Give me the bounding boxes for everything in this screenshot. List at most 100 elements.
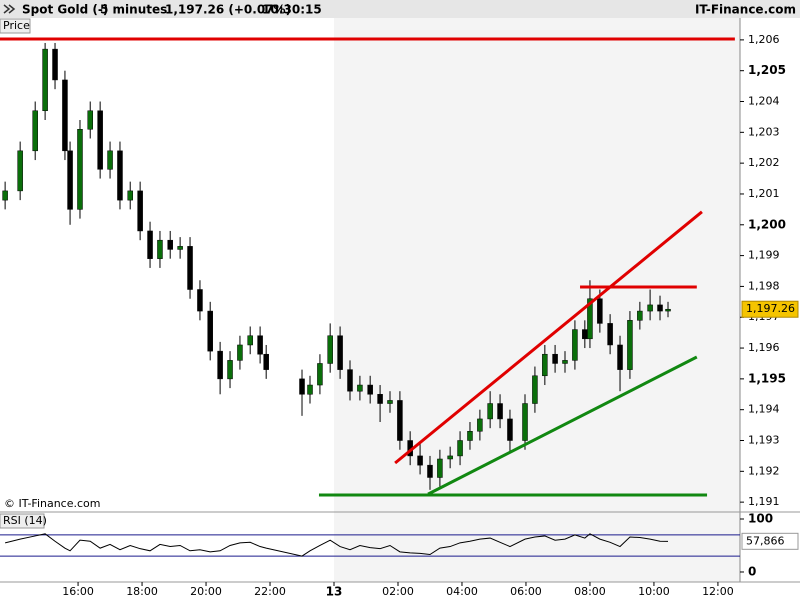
- candle-body: [397, 400, 403, 441]
- candle-body: [2, 190, 8, 201]
- candle-body: [542, 353, 548, 377]
- candle-body: [87, 110, 93, 130]
- time: 10:30:15: [262, 3, 322, 17]
- candle-body: [427, 464, 433, 478]
- candle-body: [467, 431, 473, 441]
- candle-body: [657, 304, 663, 312]
- last-price-label: 1,197.26: [746, 302, 795, 315]
- candle-body: [157, 239, 163, 259]
- candle-body: [42, 48, 48, 112]
- y-tick-label: 1,203: [748, 125, 780, 138]
- candle-body: [32, 110, 38, 152]
- candle-body: [67, 150, 73, 210]
- x-tick-label: 20:00: [190, 585, 222, 598]
- candle-body: [299, 378, 305, 395]
- candle-body: [582, 329, 588, 340]
- candle-body: [257, 335, 263, 355]
- candle-body: [127, 190, 133, 201]
- candle-body: [337, 335, 343, 370]
- x-tick-label: 13: [326, 585, 343, 599]
- candle-body: [597, 298, 603, 324]
- candle-body: [307, 384, 313, 395]
- quote: 1,197.26 (+0.07%): [165, 3, 291, 17]
- trend-line: [394, 210, 703, 465]
- x-tick-label: 06:00: [510, 585, 542, 598]
- candle-body: [207, 310, 213, 352]
- candle-body: [327, 335, 333, 364]
- y-tick-label: 1,206: [748, 33, 780, 46]
- candle-body: [263, 353, 269, 370]
- shade: [334, 18, 740, 582]
- last-value-label: 57,866: [746, 534, 785, 547]
- panel-label: Price: [3, 19, 30, 32]
- panel-label-box: [0, 513, 45, 529]
- y-tick-label: 1,204: [748, 95, 780, 108]
- y-tick-label: 1,196: [748, 341, 780, 354]
- candle-body: [107, 150, 113, 170]
- y-tick-label: 1,192: [748, 464, 780, 477]
- y-tick-label: 1,201: [748, 187, 780, 200]
- candle-body: [62, 79, 68, 152]
- y-tick-label: 1,205: [748, 63, 786, 77]
- y-tick-label: 100: [748, 511, 773, 525]
- candle-body: [437, 458, 443, 478]
- candle-body: [357, 384, 363, 392]
- candle-body: [77, 129, 83, 210]
- x-tick-label: 04:00: [446, 585, 478, 598]
- candle-body: [532, 375, 538, 404]
- x-tick-label: 12:00: [702, 585, 734, 598]
- rsi-line: [4, 533, 669, 557]
- candle-body: [197, 289, 203, 312]
- candle-body: [587, 298, 593, 340]
- y-tick-label: 1,195: [748, 371, 786, 385]
- last-value-box: [741, 532, 799, 550]
- y-tick-label: 1,198: [748, 279, 780, 292]
- y-tick-label: 1,193: [748, 434, 780, 447]
- candle-body: [187, 246, 193, 290]
- candle-body: [167, 239, 173, 250]
- candle-body: [665, 308, 671, 312]
- candle-body: [367, 384, 373, 395]
- y-tick-label: 1,194: [748, 403, 780, 416]
- trend-line: [427, 355, 698, 496]
- x-tick-label: 18:00: [126, 585, 158, 598]
- panel-label-box: [0, 18, 31, 34]
- y-tick-label: 0: [748, 564, 756, 578]
- candle-body: [447, 455, 453, 460]
- x-tick-label: 10:00: [638, 585, 670, 598]
- candle-body: [477, 418, 483, 432]
- y-tick-label: 1,199: [748, 249, 780, 262]
- candle-body: [52, 48, 58, 81]
- candle-body: [17, 150, 23, 192]
- brand: IT-Finance.com: [695, 3, 796, 17]
- plot: 1,1911,1921,1931,1941,1951,1961,1971,198…: [0, 18, 800, 599]
- candle-body: [562, 360, 568, 364]
- candle-body: [177, 246, 183, 250]
- panel-label: RSI (14): [3, 514, 47, 527]
- candle-body: [227, 360, 233, 380]
- candle-body: [522, 403, 528, 441]
- instrument: Spot Gold (-): [22, 3, 108, 17]
- candle-body: [487, 403, 493, 420]
- header-bar: [0, 0, 800, 18]
- copyright: © IT-Finance.com: [4, 497, 101, 510]
- menu-icon[interactable]: [3, 4, 16, 14]
- y-tick-label: 1,191: [748, 495, 780, 508]
- x-tick-label: 08:00: [574, 585, 606, 598]
- candle-body: [387, 400, 393, 404]
- candle-body: [317, 363, 323, 386]
- x-tick-label: 02:00: [382, 585, 414, 598]
- last-price-box: [741, 300, 799, 318]
- candle-body: [217, 350, 223, 380]
- candle-body: [417, 455, 423, 466]
- candle-body: [377, 394, 383, 404]
- y-tick-label: 1,200: [748, 217, 786, 231]
- candle-body: [137, 190, 143, 232]
- x-tick-label: 22:00: [254, 585, 286, 598]
- candle-body: [347, 369, 353, 392]
- candle-body: [617, 344, 623, 370]
- candle-body: [607, 323, 613, 346]
- candle-body: [572, 329, 578, 361]
- candle-body: [97, 110, 103, 170]
